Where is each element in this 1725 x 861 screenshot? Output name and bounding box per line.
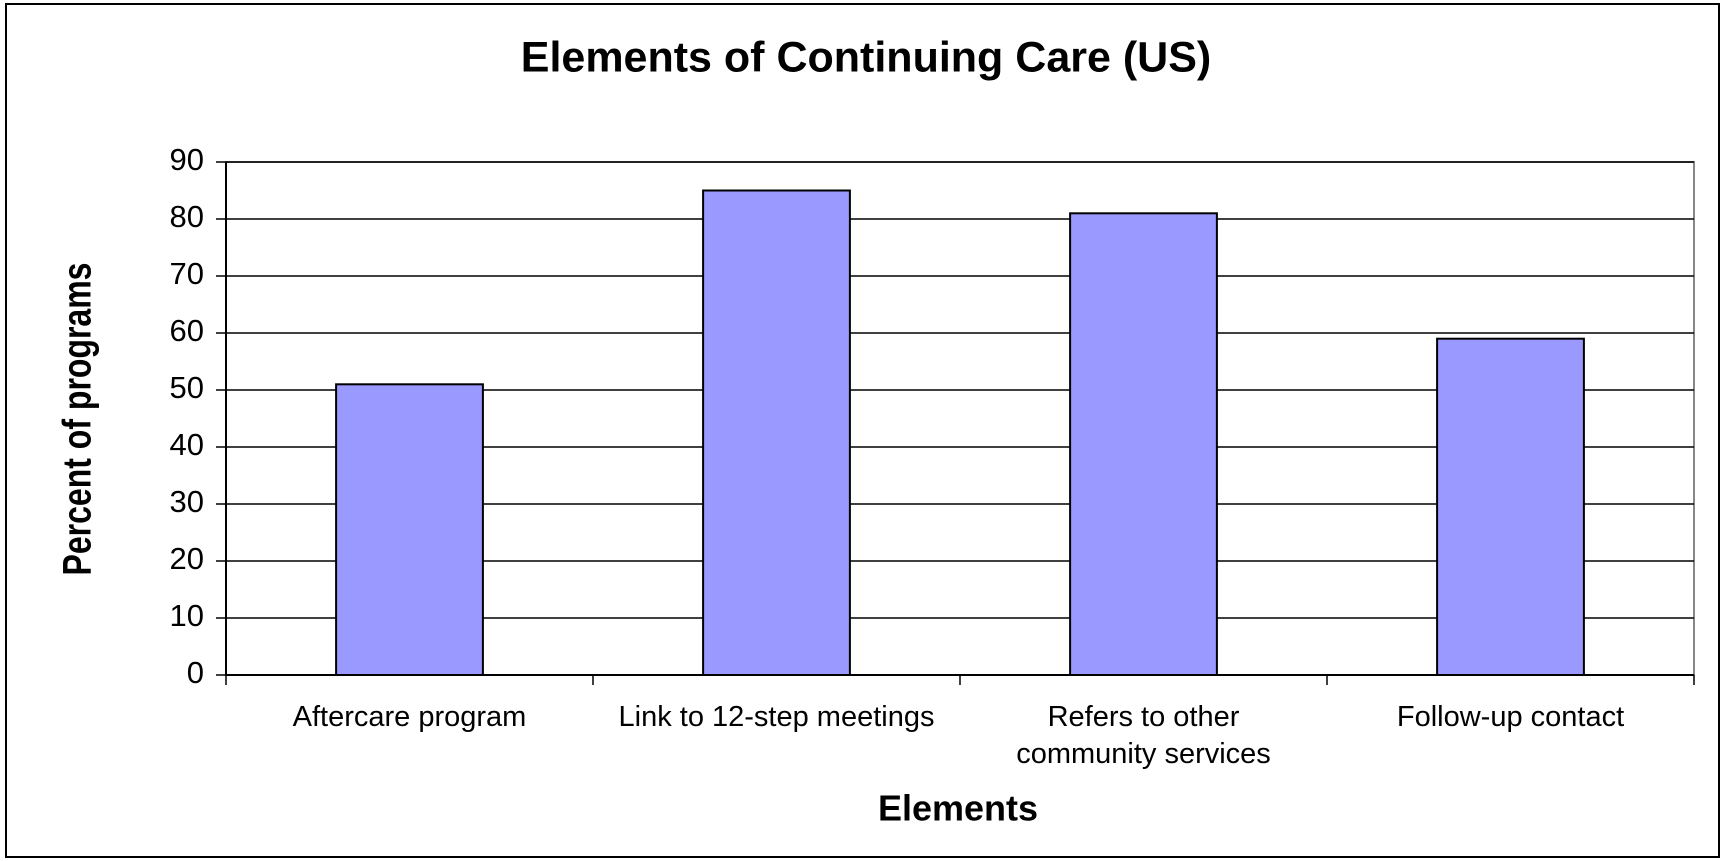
y-tick-label: 20 (170, 541, 204, 576)
y-tick-label: 10 (170, 598, 204, 633)
y-tick-label: 90 (170, 142, 204, 177)
y-tick-label: 50 (170, 370, 204, 405)
chart-frame (5, 3, 1720, 858)
bar (1436, 337, 1585, 676)
y-axis-label: Percent of programs (54, 263, 99, 576)
x-tick-label: Link to 12-step meetings (618, 701, 935, 733)
bar (335, 383, 484, 676)
y-tick-label: 40 (170, 427, 204, 462)
chart-title: Elements of Continuing Care (US) (521, 33, 1211, 81)
x-tick-label: Follow-up contact (1396, 701, 1625, 733)
y-tick-label: 80 (170, 199, 204, 234)
y-tick-label: 70 (170, 256, 204, 291)
bar (1069, 212, 1218, 677)
y-tick-label: 0 (187, 655, 204, 690)
x-tick-label: Aftercare program (292, 701, 527, 733)
y-tick-label: 60 (170, 313, 204, 348)
y-tick-label: 30 (170, 484, 204, 519)
bar (702, 189, 851, 676)
x-tick-label: Refers to other community services (1016, 701, 1271, 770)
x-axis-label: Elements (878, 788, 1038, 829)
